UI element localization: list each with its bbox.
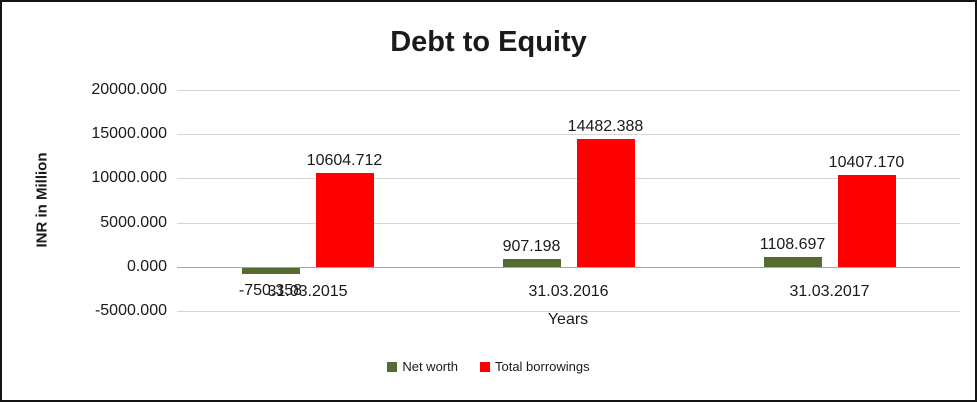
legend-swatch bbox=[479, 361, 490, 372]
bar-net-worth bbox=[763, 256, 822, 267]
data-label: 14482.388 bbox=[567, 117, 644, 135]
legend-item-net-worth: Net worth bbox=[387, 359, 458, 374]
legend: Net worth Total borrowings bbox=[2, 359, 975, 374]
y-tick-label: 20000.000 bbox=[91, 81, 167, 98]
data-label: 907.198 bbox=[502, 237, 561, 255]
gridline bbox=[177, 178, 960, 180]
data-label: 1108.697 bbox=[759, 235, 826, 253]
bar-total-borrowings bbox=[315, 173, 374, 267]
x-axis-title: Years bbox=[547, 311, 589, 328]
y-tick-label: -5000.000 bbox=[94, 302, 167, 319]
legend-label: Total borrowings bbox=[494, 359, 590, 374]
data-label: 10604.712 bbox=[306, 152, 383, 170]
bar-net-worth bbox=[502, 258, 561, 267]
y-tick-label: 5000.000 bbox=[100, 213, 167, 231]
y-tick-label: 15000.000 bbox=[91, 125, 167, 143]
y-tick-label: 10000.000 bbox=[91, 169, 167, 187]
data-label: 10407.170 bbox=[828, 153, 905, 171]
x-axis-line bbox=[177, 266, 960, 268]
chart-title: Debt to Equity bbox=[390, 26, 587, 58]
gridline bbox=[177, 311, 960, 312]
y-tick-label: 0.000 bbox=[126, 257, 167, 275]
legend-item-total-borrowings: Total borrowings bbox=[479, 359, 590, 374]
legend-swatch bbox=[387, 361, 398, 372]
gridline bbox=[177, 90, 960, 91]
legend-label: Net worth bbox=[402, 359, 458, 374]
data-label: -750.358 bbox=[238, 282, 303, 300]
gridline bbox=[177, 134, 960, 136]
bar-total-borrowings bbox=[837, 174, 896, 267]
bar-net-worth bbox=[241, 267, 300, 275]
bar-total-borrowings bbox=[576, 138, 635, 267]
category-label: 31.03.2016 bbox=[528, 282, 609, 300]
category-label: 31.03.2017 bbox=[789, 282, 870, 300]
gridline bbox=[177, 222, 960, 224]
category-label: 31.03.2015 bbox=[267, 282, 348, 300]
